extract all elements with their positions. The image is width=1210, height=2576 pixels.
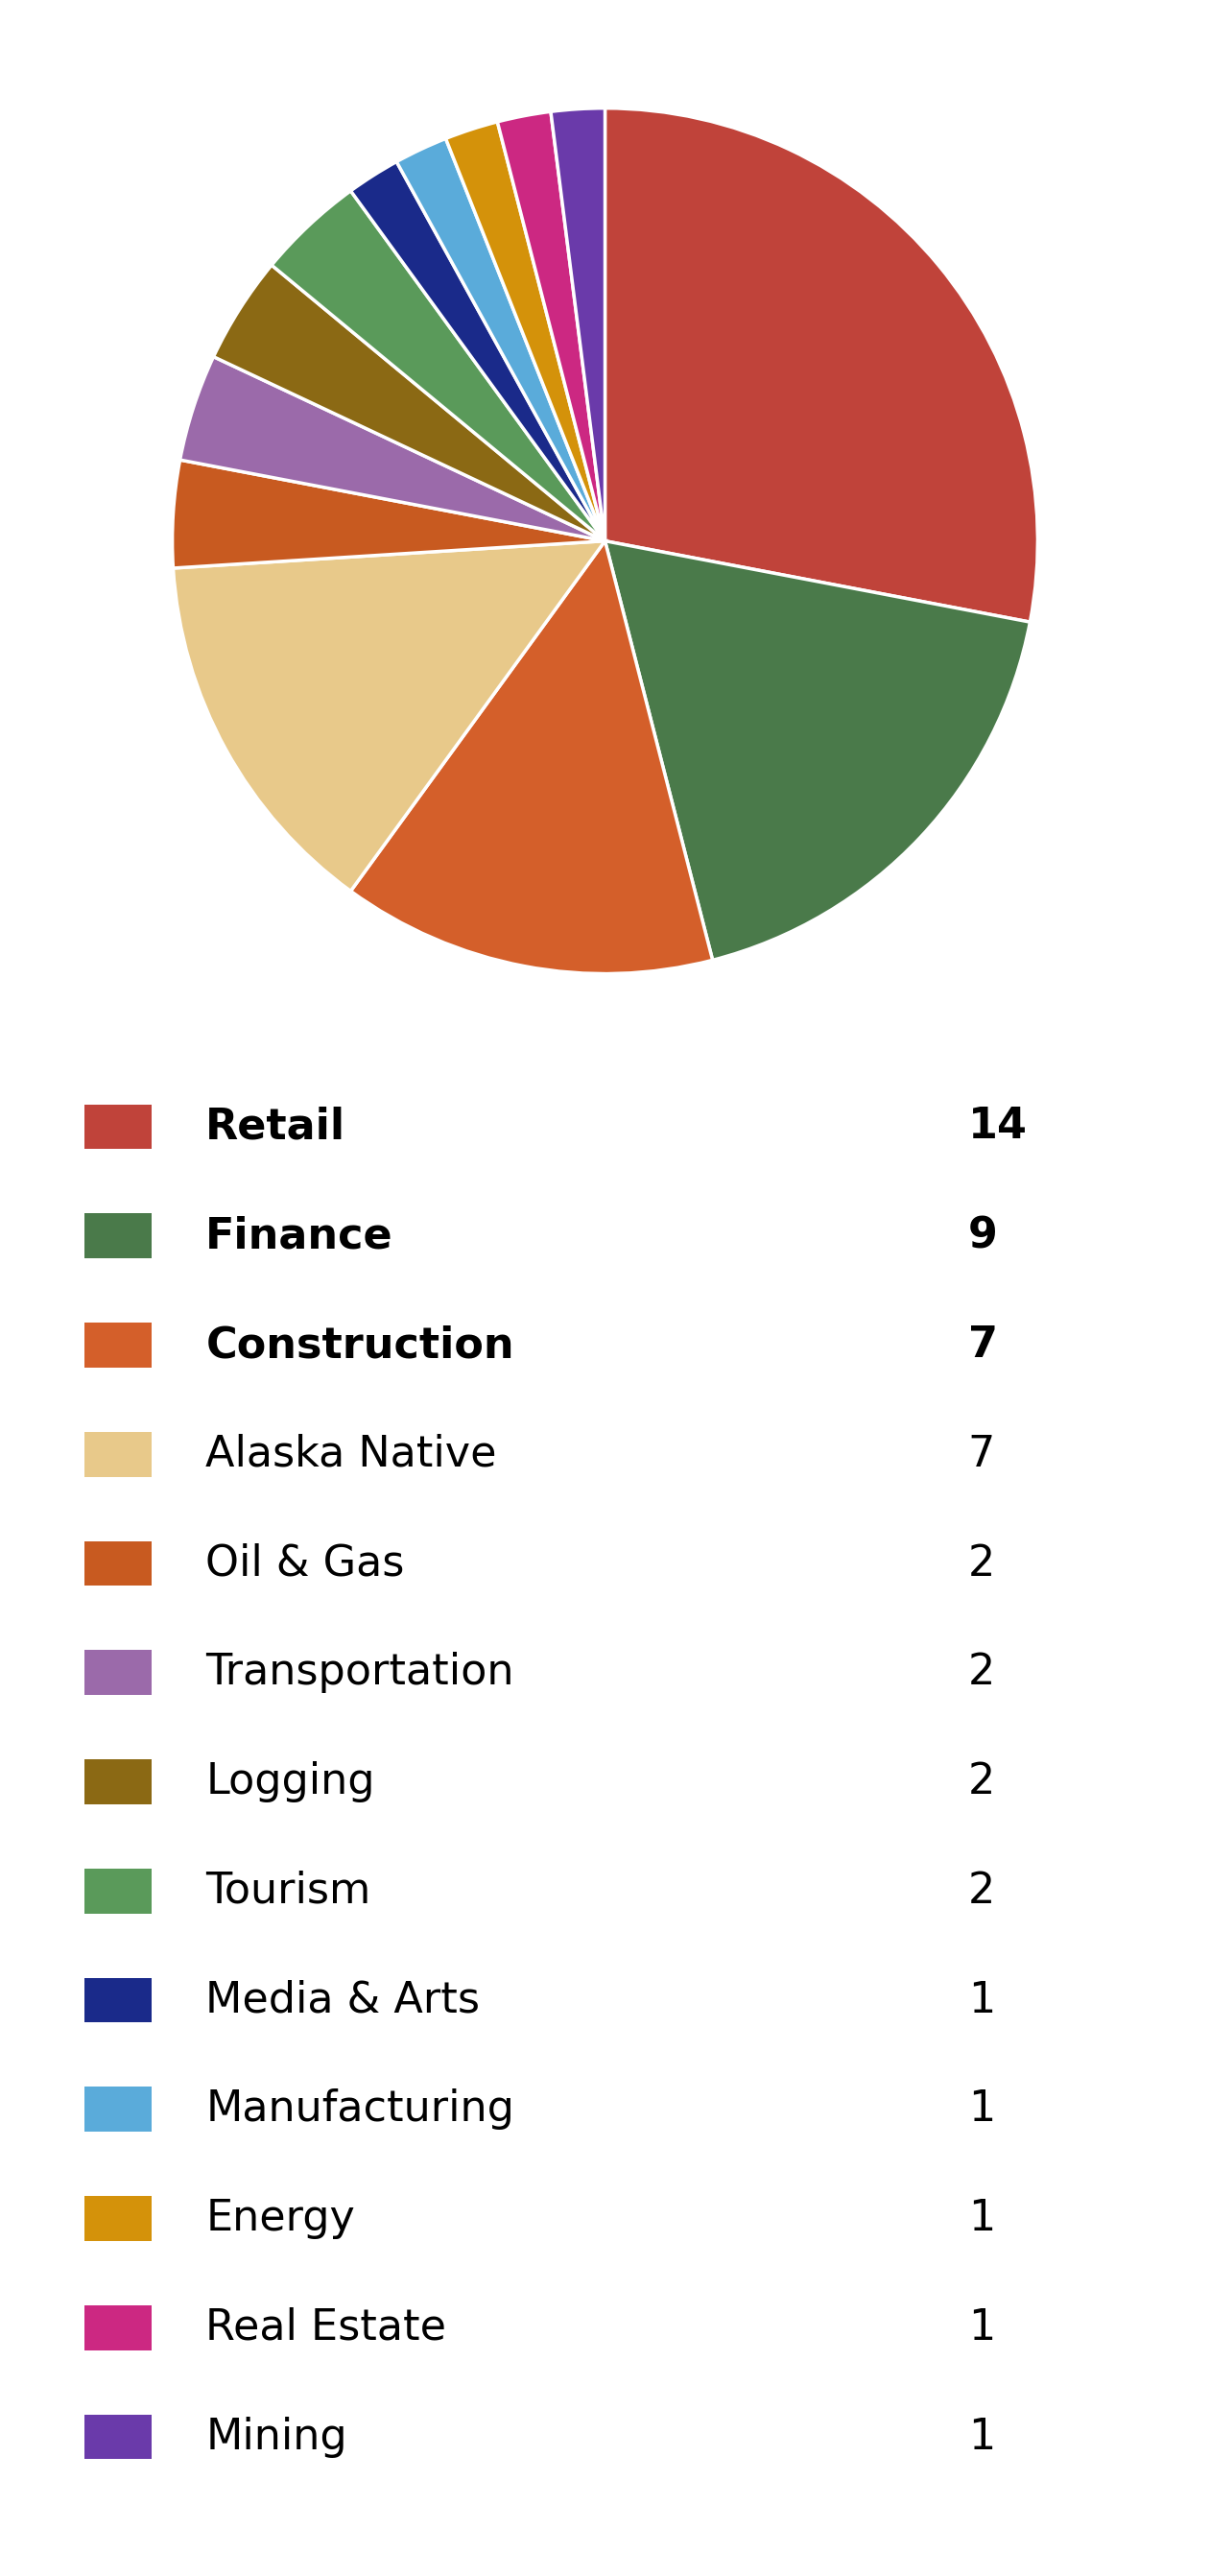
Wedge shape (351, 162, 605, 541)
Wedge shape (213, 265, 605, 541)
Text: Mining: Mining (206, 2416, 347, 2458)
Text: 2: 2 (968, 1543, 996, 1584)
Text: Logging: Logging (206, 1762, 375, 1803)
Text: 9: 9 (968, 1216, 997, 1257)
Text: 2: 2 (968, 1870, 996, 1911)
FancyBboxPatch shape (85, 1213, 151, 1257)
Text: Manufacturing: Manufacturing (206, 2089, 514, 2130)
Text: 1: 1 (968, 2197, 995, 2239)
Wedge shape (180, 355, 605, 541)
FancyBboxPatch shape (85, 1321, 151, 1368)
Text: Energy: Energy (206, 2197, 356, 2239)
Wedge shape (445, 121, 605, 541)
Text: Tourism: Tourism (206, 1870, 371, 1911)
Wedge shape (551, 108, 605, 541)
Text: 14: 14 (968, 1105, 1027, 1146)
FancyBboxPatch shape (85, 1432, 151, 1476)
Text: Finance: Finance (206, 1216, 393, 1257)
Text: Media & Arts: Media & Arts (206, 1978, 480, 2020)
FancyBboxPatch shape (85, 2414, 151, 2460)
Text: 1: 1 (968, 2308, 995, 2349)
Text: Real Estate: Real Estate (206, 2308, 446, 2349)
Wedge shape (605, 108, 1038, 621)
Text: 2: 2 (968, 1762, 996, 1803)
Wedge shape (397, 139, 605, 541)
Text: 1: 1 (968, 2416, 995, 2458)
Text: 1: 1 (968, 1978, 995, 2020)
Text: Retail: Retail (206, 1105, 346, 1146)
FancyBboxPatch shape (85, 2197, 151, 2241)
FancyBboxPatch shape (85, 1540, 151, 1587)
FancyBboxPatch shape (85, 2306, 151, 2349)
Text: 7: 7 (968, 1435, 995, 1476)
FancyBboxPatch shape (85, 1978, 151, 2022)
Text: Oil & Gas: Oil & Gas (206, 1543, 404, 1584)
Wedge shape (172, 461, 605, 569)
FancyBboxPatch shape (85, 1868, 151, 1914)
Text: 1: 1 (968, 2089, 995, 2130)
FancyBboxPatch shape (85, 1105, 151, 1149)
Text: Transportation: Transportation (206, 1651, 514, 1692)
FancyBboxPatch shape (85, 1651, 151, 1695)
FancyBboxPatch shape (85, 1759, 151, 1803)
FancyBboxPatch shape (85, 2087, 151, 2133)
Text: Alaska Native: Alaska Native (206, 1435, 497, 1476)
Text: 7: 7 (968, 1324, 998, 1365)
Wedge shape (351, 541, 713, 974)
Wedge shape (605, 541, 1030, 961)
Wedge shape (271, 191, 605, 541)
Text: 2: 2 (968, 1651, 996, 1692)
Wedge shape (497, 111, 605, 541)
Wedge shape (173, 541, 605, 891)
Text: Construction: Construction (206, 1324, 514, 1365)
